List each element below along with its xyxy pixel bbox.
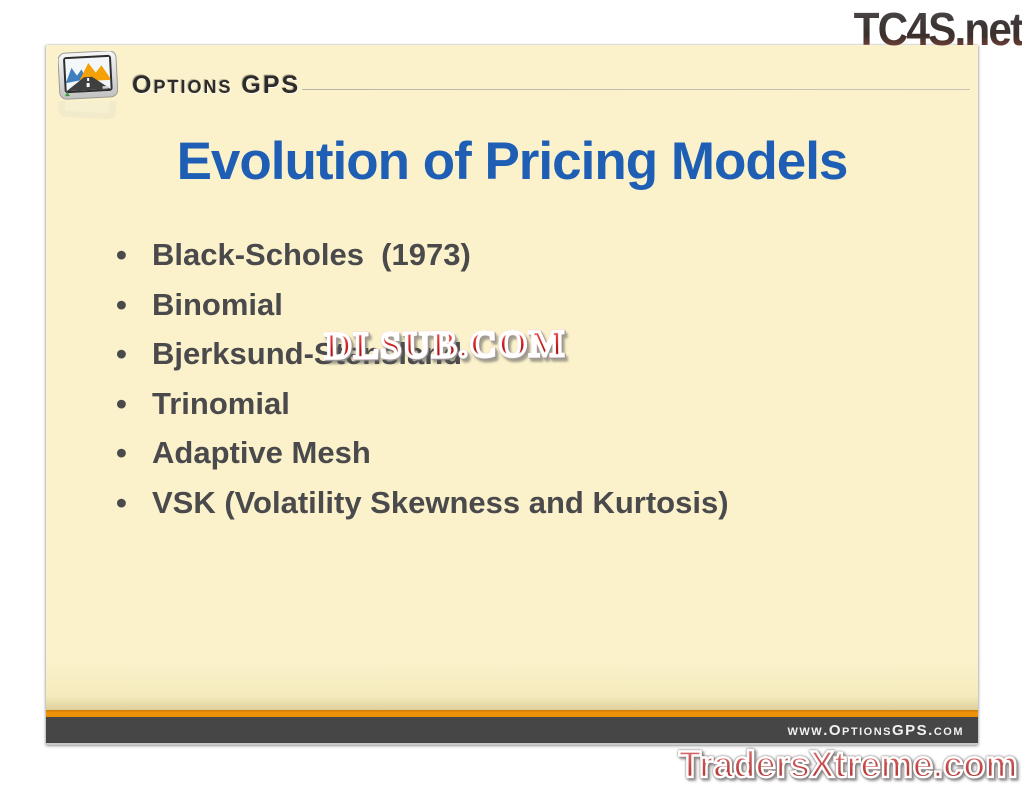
bullet-text: Bjerksund-Stensland [152, 336, 463, 371]
bullet-list: • Black-Scholes (1973) • Binomial • Bjer… [116, 237, 958, 534]
footer-url: www.OptionsGPS.com [787, 721, 964, 739]
bullet-dot: • [116, 336, 127, 371]
bullet-dot: • [116, 435, 127, 470]
bullet-item: • Adaptive Mesh [116, 435, 958, 485]
bullet-dot: • [116, 385, 127, 421]
footer-orange-bar [46, 710, 978, 717]
bullet-text: Black-Scholes (1973) [152, 237, 471, 272]
bullet-item: • Binomial [116, 287, 958, 337]
tc4s-watermark: TC4S.net [853, 3, 1024, 55]
bullet-text: Adaptive Mesh [152, 435, 371, 470]
tradersxtreme-watermark: TradersXtreme.com [678, 743, 1019, 787]
brand-name: Options GPS [132, 71, 301, 99]
footer-bar: www.OptionsGPS.com [46, 717, 978, 743]
bullet-dot: • [116, 286, 127, 322]
logo-row: Options GPS [56, 51, 972, 121]
bullet-item: • Black-Scholes (1973) [116, 237, 958, 287]
bullet-item: • Bjerksund-Stensland [116, 336, 958, 386]
bullet-text: VSK (Volatility Skewness and Kurtosis) [152, 484, 729, 520]
slide-bottom-edge [46, 743, 978, 745]
bullet-text: Binomial [152, 286, 283, 322]
header-divider [302, 89, 970, 90]
gps-device-icon-reflection [58, 101, 118, 119]
bullet-dot: • [116, 237, 127, 272]
dlsub-watermark: DLSUB.COM [323, 322, 568, 369]
bullet-item: • VSK (Volatility Skewness and Kurtosis) [116, 485, 958, 535]
presentation-slide: Options GPS Evolution of Pricing Models … [46, 45, 978, 745]
gps-device-icon [58, 51, 118, 115]
bullet-item: • Trinomial [116, 386, 958, 436]
page-title: Evolution of Pricing Models [176, 132, 849, 191]
bullet-dot: • [116, 484, 127, 520]
bullet-text: Trinomial [152, 385, 290, 421]
